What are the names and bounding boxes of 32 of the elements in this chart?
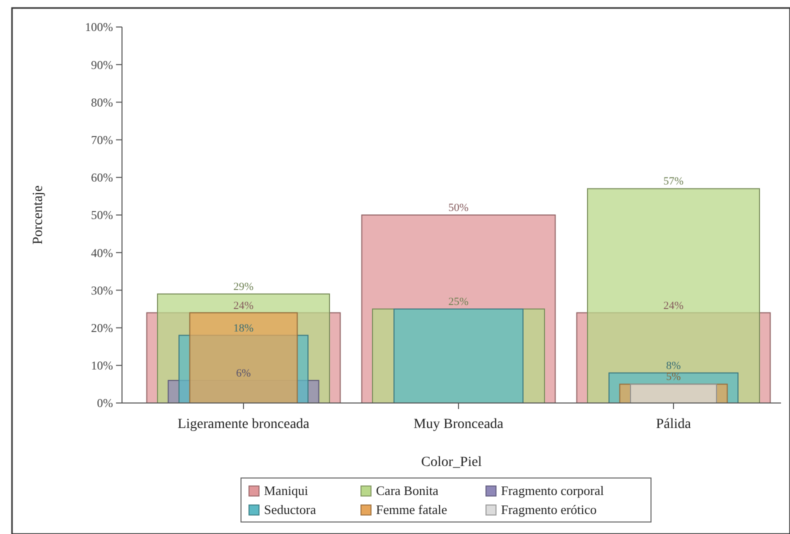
legend-label: Femme fatale: [376, 502, 448, 517]
data-label: 18%: [233, 322, 254, 334]
y-tick-label: 0%: [97, 396, 113, 410]
y-tick-label: 50%: [91, 208, 113, 222]
x-tick-label: Muy Bronceada: [414, 417, 504, 432]
y-tick-label: 60%: [91, 170, 113, 185]
y-tick-label: 20%: [91, 321, 113, 335]
legend-label: Fragmento erótico: [501, 502, 597, 517]
legend-label: Cara Bonita: [376, 483, 439, 498]
data-label: 29%: [233, 280, 254, 293]
x-axis-title: Color_Piel: [421, 455, 482, 470]
y-axis-title: Porcentaje: [31, 185, 46, 245]
y-tick-label: 90%: [91, 58, 113, 72]
x-tick-label: Pálida: [656, 417, 692, 432]
data-label: 25%: [448, 296, 469, 308]
data-label: 24%: [233, 300, 254, 312]
data-label: 24%: [663, 300, 684, 312]
legend-label: Seductora: [264, 502, 316, 517]
legend-label: Fragmento corporal: [501, 483, 604, 498]
data-label: 8%: [666, 360, 681, 372]
y-tick-label: 80%: [91, 95, 113, 110]
y-tick-label: 70%: [91, 133, 113, 147]
y-tick-label: 10%: [91, 358, 113, 373]
legend-label: Maniqui: [264, 483, 308, 498]
data-label: 57%: [663, 176, 684, 188]
data-label: 5%: [666, 371, 681, 384]
y-tick-label: 30%: [91, 283, 113, 298]
y-tick-label: 100%: [85, 20, 113, 34]
data-label: 50%: [448, 202, 469, 214]
x-tick-label: Ligeramente bronceada: [178, 417, 310, 432]
y-tick-label: 40%: [91, 246, 113, 260]
data-label: 6%: [236, 367, 251, 380]
